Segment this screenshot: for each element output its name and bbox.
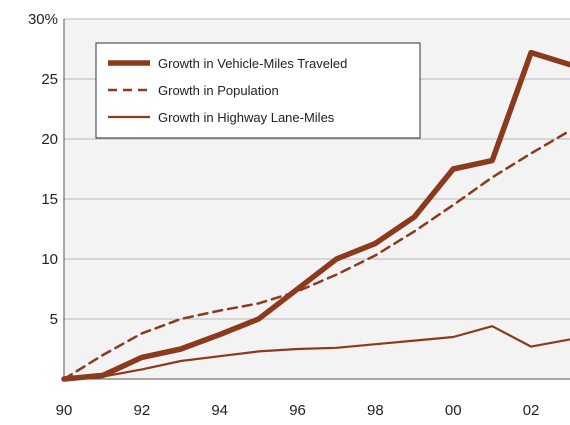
x-tick-label: 90 xyxy=(56,402,73,419)
legend: Growth in Vehicle-Miles Traveled Growth i… xyxy=(95,42,421,139)
x-tick-label: 98 xyxy=(367,402,384,419)
series-lines xyxy=(61,49,570,382)
series-line-1 xyxy=(61,49,570,382)
series-line-3 xyxy=(62,325,570,381)
x-tick-label: 00 xyxy=(445,402,462,419)
series-line-2 xyxy=(62,129,570,381)
x-tick-label: 02 xyxy=(523,402,540,419)
y-tick-label: 10 xyxy=(41,251,58,268)
y-tick-label: 25 xyxy=(41,71,58,88)
x-tick-label: 94 xyxy=(211,402,228,419)
x-tick-label: 92 xyxy=(134,402,151,419)
legend-label: Growth in Vehicle-Miles Traveled xyxy=(158,56,347,71)
legend-box xyxy=(95,42,421,139)
y-tick-label: 5 xyxy=(50,311,58,328)
y-tick-label: 30% xyxy=(28,11,58,28)
legend-label: Growth in Highway Lane-Miles xyxy=(158,110,335,125)
legend-label: Growth in Population xyxy=(158,83,279,98)
axes: 30% 25 20 15 10 5 90 92 94 96 98 00 02 xyxy=(28,11,570,419)
y-tick-label: 20 xyxy=(41,131,58,148)
x-tick-label: 96 xyxy=(289,402,306,419)
y-tick-label: 15 xyxy=(41,191,58,208)
